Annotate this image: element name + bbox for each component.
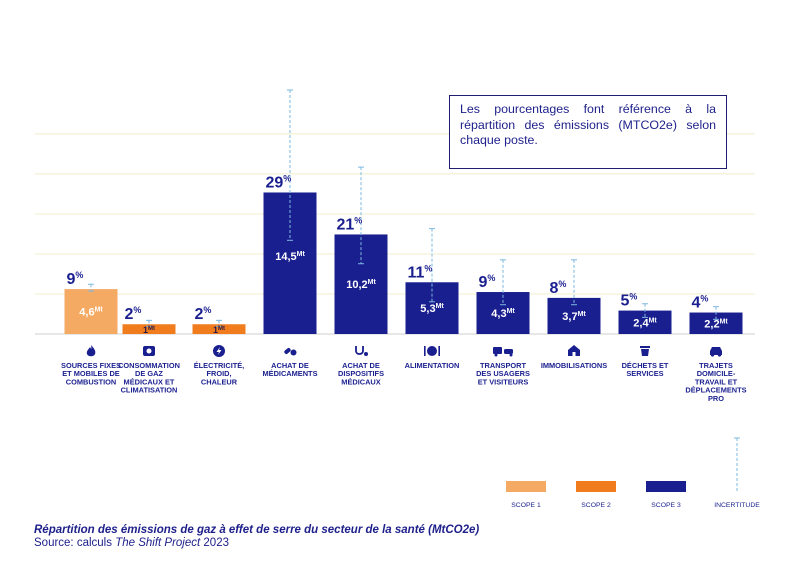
percent-label-6: 11% xyxy=(408,263,433,281)
legend-label: SCOPE 3 xyxy=(651,502,681,509)
bar-8 xyxy=(547,297,601,334)
bar-5 xyxy=(334,234,388,334)
percent-label-10: 4% xyxy=(692,294,709,312)
percent-label-9: 5% xyxy=(621,292,638,310)
category-label-5: ACHAT DE DISPOSITIFS MÉDICAUX xyxy=(338,361,384,386)
source-prefix: Source: calculs xyxy=(34,537,116,549)
category-label-8: IMMOBILISATIONS xyxy=(541,361,607,370)
bar-10 xyxy=(689,312,743,334)
category-label-2: CONSOMMATION DE GAZ MÉDICAUX ET CLIMATISATI… xyxy=(118,361,180,395)
legend-label: SCOPE 2 xyxy=(581,502,611,509)
bar-4 xyxy=(263,192,317,334)
value-label-3: 1Mt xyxy=(213,325,225,335)
bar-9 xyxy=(618,310,672,334)
legend-swatch xyxy=(506,481,546,492)
legend-swatch xyxy=(576,481,616,492)
caption-source: Source: calculs The Shift Project 2023 xyxy=(34,537,479,549)
legend-label: SCOPE 1 xyxy=(511,502,541,509)
legend-item-1: SCOPE 1 xyxy=(506,481,546,509)
vehicles-icon xyxy=(493,347,513,357)
car-icon xyxy=(710,347,722,357)
legend-item-2: SCOPE 2 xyxy=(576,481,616,509)
pills-icon xyxy=(284,348,297,356)
percentage-note: Les pourcentages font référence à la rép… xyxy=(449,95,727,169)
category-label-3: ÉLECTRICITÉ, FROID, CHALEUR xyxy=(194,361,245,386)
figure-caption: Répartition des émissions de gaz à effet… xyxy=(34,524,479,549)
percent-label-7: 9% xyxy=(479,273,496,291)
percent-label-5: 21% xyxy=(337,215,363,233)
source-author: The Shift Project xyxy=(115,537,201,549)
legend-item-4: INCERTITUDE xyxy=(714,437,760,509)
percent-label-2: 2% xyxy=(125,305,142,323)
lightning-icon xyxy=(213,345,225,357)
bar-7 xyxy=(476,292,530,334)
flame-icon xyxy=(86,345,96,357)
percent-label-3: 2% xyxy=(195,305,212,323)
percent-label-4: 29% xyxy=(266,173,292,191)
category-label-7: TRANSPORT DES USAGERS ET VISITEURS xyxy=(476,361,530,386)
bin-icon xyxy=(640,346,650,356)
plate-icon xyxy=(424,346,440,356)
stethoscope-icon xyxy=(355,346,368,356)
bar-2 xyxy=(122,324,176,334)
source-suffix: 2023 xyxy=(200,537,229,549)
category-label-9: DÉCHETS ET SERVICES xyxy=(622,361,669,378)
category-label-4: ACHAT DE MÉDICAMENTS xyxy=(262,361,317,378)
bar-1 xyxy=(64,289,118,334)
bar-3 xyxy=(192,324,246,334)
building-icon xyxy=(568,345,580,356)
legend-label: INCERTITUDE xyxy=(714,502,760,509)
category-label-1: SOURCES FIXES ET MOBILES DE COMBUSTION xyxy=(61,361,121,386)
legend-item-3: SCOPE 3 xyxy=(646,481,686,509)
category-label-10: TRAJETS DOMICILE-TRAVAIL ET DÉPLACEMENTS PR… xyxy=(685,361,746,403)
category-label-6: ALIMENTATION xyxy=(405,361,460,370)
gas-cylinder-icon xyxy=(143,346,155,356)
caption-title: Répartition des émissions de gaz à effet… xyxy=(34,524,480,536)
value-label-2: 1Mt xyxy=(143,325,155,335)
legend-swatch xyxy=(646,481,686,492)
percent-label-1: 9% xyxy=(67,270,84,288)
